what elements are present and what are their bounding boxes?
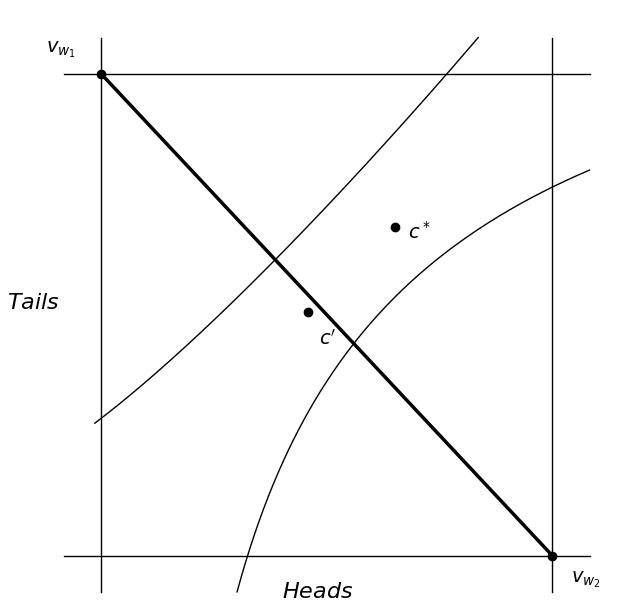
Text: $v_{w_2}$: $v_{w_2}$ [571, 569, 601, 590]
Text: $\mathit{Heads}$: $\mathit{Heads}$ [282, 582, 353, 602]
Text: $c^*$: $c^*$ [408, 221, 431, 243]
Text: $c'$: $c'$ [319, 328, 337, 348]
Text: $\mathit{Tails}$: $\mathit{Tails}$ [7, 293, 60, 313]
Text: $v_{w_1}$: $v_{w_1}$ [46, 40, 76, 61]
